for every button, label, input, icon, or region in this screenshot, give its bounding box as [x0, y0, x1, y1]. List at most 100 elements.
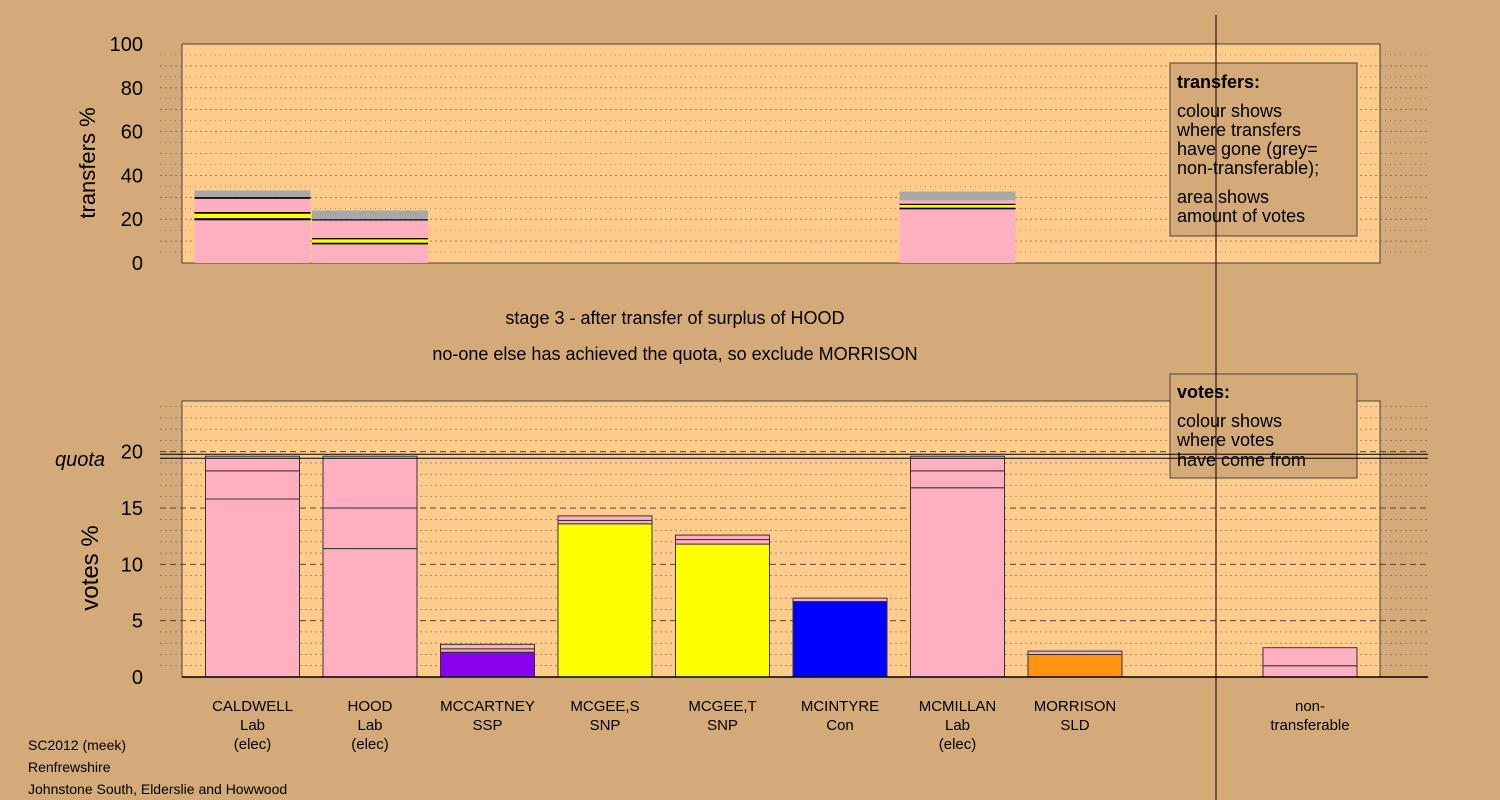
transfer-bar-segment: [312, 210, 428, 220]
y-tick-label: 20: [121, 209, 143, 231]
votes-legend-line: have come from: [1177, 450, 1306, 470]
transfer-bar-segment: [194, 213, 311, 219]
y-tick-label: 0: [132, 667, 143, 689]
transfer-bar-segment: [194, 211, 311, 214]
transfer-bar-segment: [899, 204, 1016, 208]
transfer-bar-segment: [312, 239, 428, 243]
transfer-bar-segment: [194, 190, 311, 198]
y-tick-label: 0: [132, 253, 143, 275]
votes-legend-line: where votes: [1176, 430, 1274, 450]
vote-bar-segment: [557, 515, 653, 521]
category-label: SNP: [707, 717, 738, 734]
category-label: SNP: [590, 717, 621, 734]
vote-bar-segment: [322, 507, 418, 550]
votes-legend-box: votes: colour shows where votes have com…: [1169, 373, 1358, 479]
vote-bar-segment: [205, 455, 300, 472]
stage-subtitle: no-one else has achieved the quota, so e…: [432, 344, 917, 364]
votes-panel: 0 5 10 15 20 CALDWELL Lab (elec) HOOD Lab (elec) M…: [55, 373, 1428, 753]
category-label: (elec): [939, 736, 977, 753]
vote-bar-segment: [440, 643, 535, 650]
transfers-legend-box: transfers: colour shows where transfers …: [1169, 62, 1358, 237]
category-label: Lab: [357, 717, 382, 734]
transfers-legend-line: where transfers: [1176, 120, 1301, 140]
votes-category-labels: CALDWELL Lab (elec) HOOD Lab (elec) MCCARTNEY S…: [212, 698, 1350, 753]
category-label: (elec): [351, 736, 389, 753]
vote-bar-segment: [440, 648, 535, 653]
transfers-legend-line: non-transferable);: [1177, 158, 1319, 178]
vote-bar-segment: [675, 534, 770, 541]
vote-bar-segment: [910, 487, 1005, 678]
y-tick-label: 60: [121, 122, 143, 144]
category-label: CALDWELL: [212, 698, 293, 715]
vote-bar-segment: [1027, 653, 1123, 678]
vote-bar-segment: [322, 455, 418, 509]
y-tick-label: 15: [121, 498, 143, 520]
y-tick-label: 100: [110, 34, 143, 56]
y-tick-label: 40: [121, 165, 143, 187]
category-label: SSP: [472, 717, 502, 734]
transfers-legend-line: amount of votes: [1177, 206, 1305, 226]
transfers-y-label: transfers %: [75, 107, 100, 218]
vote-bar-segment: [1027, 650, 1123, 655]
transfer-bar-segment: [899, 203, 1016, 205]
category-label: Lab: [945, 717, 970, 734]
votes-y-label: votes %: [77, 525, 104, 610]
y-tick-label: 5: [132, 611, 143, 633]
vote-bar-segment: [440, 651, 535, 678]
vote-bar-segment: [792, 601, 888, 678]
vote-bar-segment: [1262, 647, 1358, 667]
transfer-bar-segment: [194, 220, 311, 263]
stage-title: stage 3 - after transfer of surplus of H…: [505, 308, 844, 328]
transfers-bars: [194, 190, 1016, 263]
transfers-legend-line: have gone (grey=: [1177, 139, 1318, 159]
vote-bar-segment: [205, 470, 300, 500]
votes-legend-line: colour shows: [1177, 411, 1282, 431]
y-tick-label: 80: [121, 78, 143, 100]
y-tick-label: 20: [121, 442, 143, 464]
footer-ward: Johnstone South, Elderslie and Howwood: [28, 781, 288, 797]
transfers-legend-title: transfers:: [1177, 72, 1260, 92]
transfers-legend-line: area shows: [1177, 187, 1269, 207]
y-tick-label: 10: [121, 554, 143, 576]
transfer-bar-segment: [312, 220, 428, 239]
category-label: SLD: [1060, 717, 1089, 734]
footer-council: Renfrewshire: [28, 759, 111, 775]
transfer-bar-segment: [312, 219, 428, 221]
transfers-y-ticks: 0 20 40 60 80 100: [110, 34, 143, 275]
transfer-bar-segment: [312, 244, 428, 263]
transfers-legend-line: colour shows: [1177, 101, 1282, 121]
category-label: HOOD: [348, 698, 393, 715]
vote-bar-segment: [675, 539, 770, 545]
category-label: MCCARTNEY: [440, 698, 535, 715]
transfers-panel: 0 20 40 60 80 100 transfers % transfers: colo…: [75, 34, 1428, 275]
transfer-bar-segment: [312, 242, 428, 245]
category-label: Lab: [240, 717, 265, 734]
transfer-bar-segment: [899, 209, 1016, 263]
vote-bar-segment: [557, 519, 653, 525]
category-label: MCMILLAN: [919, 698, 997, 715]
transfer-bar-segment: [899, 191, 1016, 201]
category-label: MORRISON: [1034, 698, 1117, 715]
vote-bar-segment: [322, 548, 418, 678]
transfer-bar-segment: [194, 198, 311, 212]
transfer-bar-segment: [194, 218, 311, 221]
vote-bar-segment: [910, 455, 1005, 472]
vote-bar-segment: [557, 523, 653, 678]
votes-legend-title: votes:: [1177, 382, 1230, 402]
category-label: non-: [1295, 698, 1325, 715]
vote-bar-segment: [205, 498, 300, 678]
transfer-bar-segment: [194, 197, 311, 199]
vote-bar-segment: [910, 470, 1005, 489]
category-label: (elec): [234, 736, 272, 753]
quota-label: quota: [55, 449, 105, 471]
category-label: transferable: [1270, 717, 1349, 734]
vote-bar-segment: [1262, 665, 1358, 678]
category-label: Con: [826, 717, 854, 734]
votes-y-ticks: 0 5 10 15 20: [121, 442, 143, 689]
category-label: MCINTYRE: [801, 698, 879, 715]
category-label: MCGEE,S: [570, 698, 639, 715]
transfer-bar-segment: [312, 238, 428, 240]
category-label: MCGEE,T: [688, 698, 756, 715]
votes-bars: [205, 455, 1358, 678]
